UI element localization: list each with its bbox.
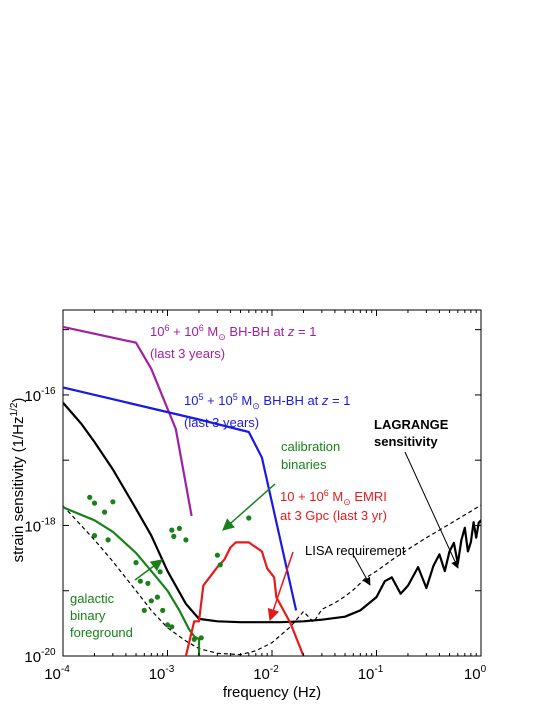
calibration-point: [110, 499, 116, 505]
bhbh6-curve: [63, 325, 193, 517]
calibration-point: [148, 598, 154, 604]
calibration-sublabel: binaries: [281, 457, 327, 472]
x-tick-label: 100: [464, 664, 487, 683]
bhbh5-curve: [63, 386, 298, 611]
y-tick-label: 10-16: [24, 386, 56, 405]
lisa-curve: [63, 504, 481, 656]
calibration-point: [102, 509, 108, 515]
calibration-point: [105, 537, 111, 543]
calibration-point: [157, 569, 163, 575]
galactic-label: galactic: [70, 591, 115, 606]
galactic-label-2: binary: [70, 608, 106, 623]
calibration-point: [164, 622, 171, 628]
y-axis-label: strain sensitivity (1/Hz1/2): [9, 398, 27, 563]
lagrange-curve: [63, 401, 481, 624]
galactic-arrow: [134, 559, 163, 581]
calibration-point: [145, 580, 151, 586]
x-axis-label: frequency (Hz): [223, 684, 321, 701]
calibration-point: [214, 552, 220, 558]
calibration-point: [171, 533, 177, 540]
x-tick-label: 10-3: [149, 664, 175, 683]
calibration-point: [183, 537, 189, 543]
series-layer: [63, 325, 481, 656]
x-tick-label: 10-1: [358, 664, 384, 683]
emri-arrow: [267, 551, 294, 622]
bhbh5-label: 105 + 105 M⊙ BH-BH at z = 1: [184, 392, 350, 411]
calibration-label: calibration: [281, 439, 340, 454]
lisa-arrow: [353, 555, 371, 586]
ticks-layer: 10-4 10-3 10-2 10-1 100 10-20 10-18 10-16: [24, 310, 487, 683]
calibration-point: [91, 533, 98, 539]
y-tick-label: 10-20: [24, 647, 56, 666]
calibration-point: [91, 500, 98, 506]
calibration-point: [160, 607, 166, 614]
calibration-point: [87, 494, 93, 500]
lagrange-sublabel: sensitivity: [374, 434, 438, 449]
calibration-point: [154, 594, 160, 600]
calibration-point: [198, 635, 204, 641]
y-tick-label: 10-18: [24, 516, 56, 535]
galactic-label-3: foreground: [70, 625, 133, 640]
x-tick-label: 10-2: [253, 664, 279, 683]
bhbh6-label: 106 + 106 M⊙ BH-BH at z = 1: [150, 323, 316, 342]
emri-curve: [184, 541, 305, 656]
calibration-point: [217, 562, 223, 568]
emri-label: 10 + 106 M⊙ EMRI: [280, 488, 387, 507]
plot-frame: [62, 309, 482, 657]
lagrange-label: LAGRANGE: [374, 417, 449, 432]
calibration-arrow: [222, 483, 276, 531]
emri-sublabel: at 3 Gpc (last 3 yr): [280, 508, 387, 523]
bhbh6-sublabel: (last 3 years): [150, 346, 225, 361]
calibration-point: [141, 607, 147, 614]
calibration-point: [191, 636, 197, 642]
calibration-point: [176, 525, 182, 532]
bhbh5-sublabel: (last 3 years): [184, 415, 259, 430]
lisa-label: LISA requirement: [305, 543, 406, 558]
lagrange-arrow: [404, 451, 459, 569]
calibration-point: [169, 624, 175, 630]
calibration-point: [137, 578, 143, 584]
x-tick-label: 10-4: [44, 664, 70, 683]
calibration-point: [246, 515, 252, 521]
calibration-point: [169, 527, 175, 533]
calibration-point: [133, 560, 139, 566]
